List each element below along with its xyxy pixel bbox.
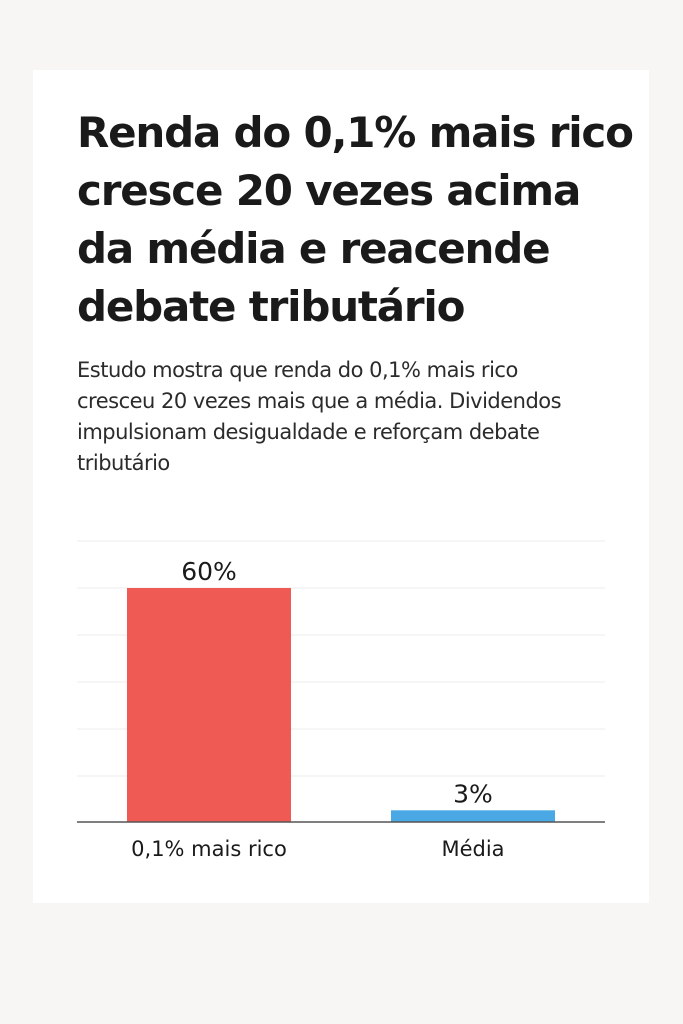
chart-category-labels: 0,1% mais rico Média [131,837,504,861]
chart-bars [127,588,555,822]
bar-1 [391,810,555,822]
category-label: Média [441,837,504,861]
headline: Renda do 0,1% mais rico cresce 20 vezes … [77,108,634,331]
article-card: Renda do 0,1% mais rico cresce 20 vezes … [33,70,649,903]
bar-value-label: 60% [181,557,237,586]
category-label: 0,1% mais rico [131,837,287,861]
bar-chart: 60% 3% 0,1% mais rico Média [77,540,605,861]
bar-value-label: 3% [453,779,493,808]
bar-0 [127,588,291,822]
subheadline: Estudo mostra que renda do 0,1% mais ric… [77,358,562,475]
chart-value-labels: 60% 3% [181,557,493,808]
